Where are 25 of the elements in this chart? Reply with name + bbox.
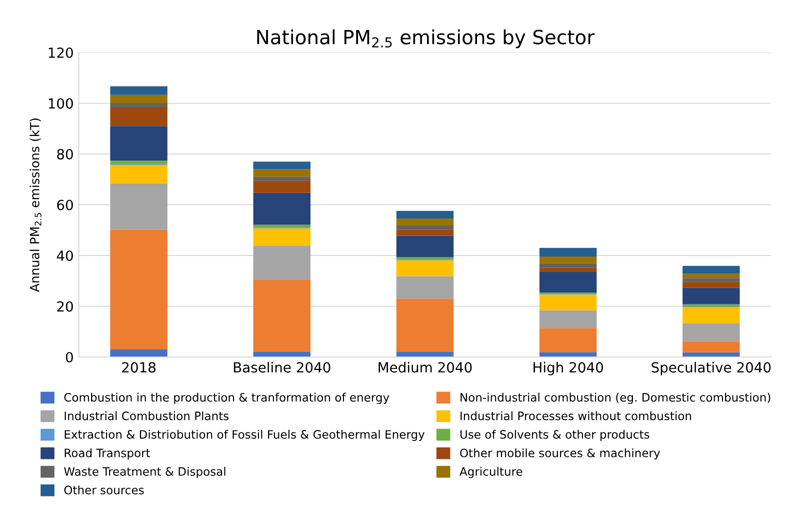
legend-label: Other sources — [64, 485, 144, 494]
y-tick-label: 120 — [48, 47, 73, 58]
legend-label: Waste Treatment & Disposal — [64, 466, 226, 478]
legend-label: Industrial Processes without combustion — [460, 411, 692, 420]
legend-label: Extraction & Distriobution of Fossil Fuels & Geothermal Energy — [64, 430, 425, 442]
legend-label: Other mobile sources & machinery — [460, 448, 660, 460]
x-tick-label: Speculative 2040 — [652, 362, 771, 376]
y-tick-label: 20 — [57, 301, 73, 312]
y-tick-label: 80 — [57, 148, 73, 160]
x-tick-label: High 2040 — [534, 362, 603, 376]
legend-label: Agriculture — [460, 466, 522, 478]
chart-title: National PM$_{2.5}$ emissions by Sector — [257, 29, 595, 48]
y-tick-label: 0 — [66, 352, 73, 362]
y-axis-title: Annual PM$_{2.5}$ emissions (kT) — [30, 118, 42, 292]
legend-label: Industrial Combustion Plants — [64, 411, 229, 420]
legend-label: Combustion in the production & tranformation of energy — [64, 392, 390, 404]
x-tick-label: Medium 2040 — [378, 362, 472, 373]
y-tick-label: 60 — [57, 200, 73, 210]
legend-label: Use of Solvents & other products — [460, 430, 650, 442]
legend-label: Road Transport — [64, 448, 150, 460]
x-tick-label: 2018 — [122, 362, 156, 373]
y-tick-label: 100 — [48, 98, 73, 109]
legend-label: Non-industrial combustion (eg. Domestic combustion) — [460, 392, 770, 404]
x-tick-label: Baseline 2040 — [234, 362, 330, 373]
y-tick-label: 40 — [56, 250, 73, 261]
